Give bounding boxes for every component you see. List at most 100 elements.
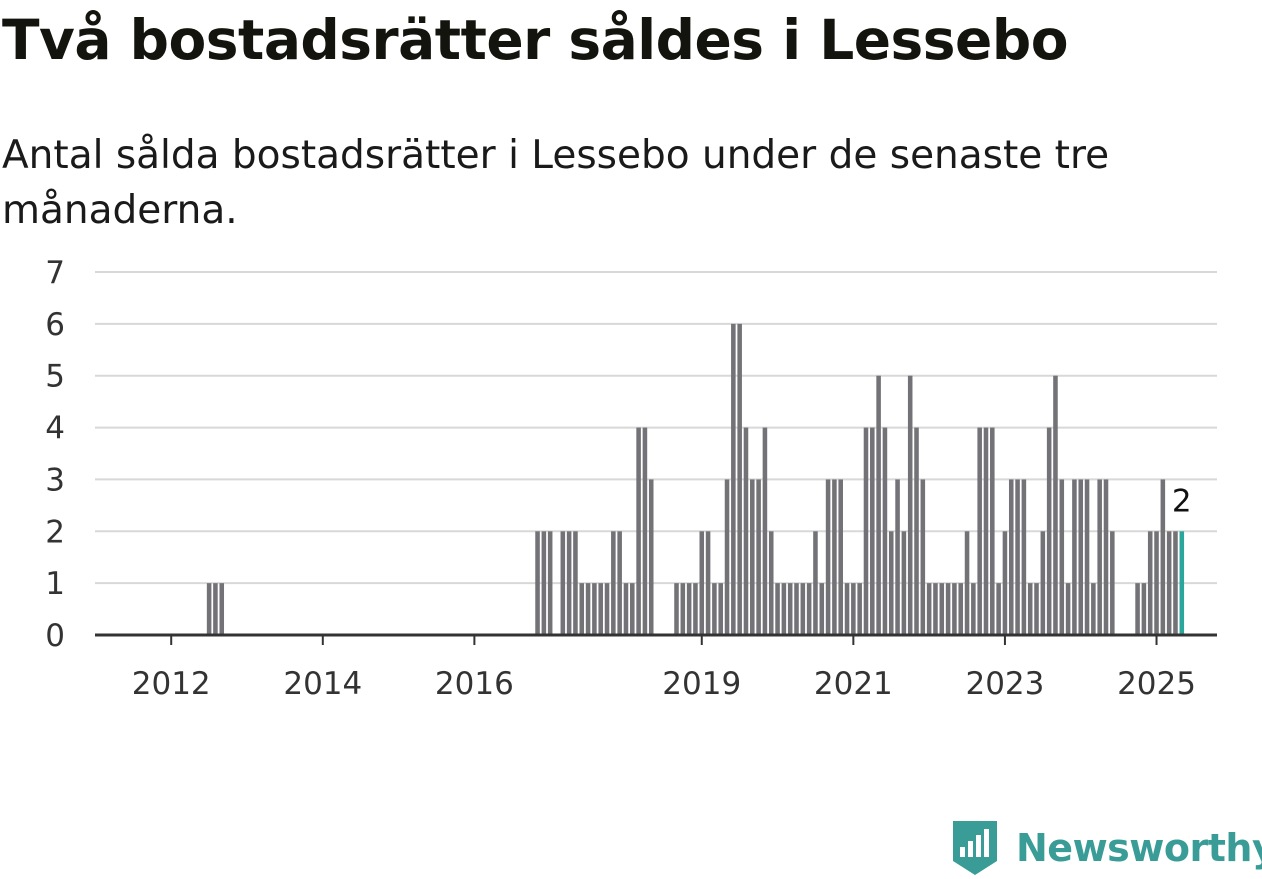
bar xyxy=(1091,583,1096,635)
y-axis-ticks: 0 1 2 3 4 5 6 7 xyxy=(45,255,65,654)
bar xyxy=(1173,531,1178,635)
bar xyxy=(914,427,919,635)
bar xyxy=(579,583,585,635)
bar xyxy=(838,479,843,635)
bars xyxy=(206,323,1185,635)
bar xyxy=(535,531,540,635)
newsworthy-logo-icon xyxy=(953,821,997,875)
y-tick-label: 5 xyxy=(45,359,65,395)
brand-name: Newsworthy xyxy=(1016,826,1262,870)
bar xyxy=(219,583,225,635)
bar xyxy=(686,583,692,635)
bar xyxy=(1078,479,1084,635)
x-tick-label: 2019 xyxy=(662,666,741,702)
bar xyxy=(876,375,881,635)
bar xyxy=(592,583,597,635)
bar xyxy=(870,427,875,635)
bar xyxy=(1034,583,1039,635)
bar xyxy=(1154,531,1159,635)
bar xyxy=(712,583,717,635)
bar xyxy=(819,583,825,635)
bar xyxy=(1084,479,1090,635)
bar xyxy=(920,479,926,635)
latest-value-label: 2 xyxy=(1172,483,1192,519)
bar xyxy=(888,531,894,635)
bar xyxy=(983,427,989,635)
bar xyxy=(971,583,976,635)
bar xyxy=(787,583,793,635)
chart-title: Två bostadsrätter såldes i Lessebo xyxy=(2,8,1068,72)
bar xyxy=(674,583,679,635)
bar xyxy=(598,583,603,635)
bar xyxy=(585,583,591,635)
bar xyxy=(705,531,711,635)
bar xyxy=(825,479,831,635)
bar xyxy=(731,323,736,635)
bar xyxy=(794,583,799,635)
bar xyxy=(907,375,913,635)
bar xyxy=(1141,583,1147,635)
bar xyxy=(724,479,730,635)
bar xyxy=(680,583,686,635)
bar xyxy=(882,427,888,635)
bar xyxy=(693,583,698,635)
bar xyxy=(844,583,850,635)
bar xyxy=(990,427,995,635)
bar xyxy=(750,479,755,635)
x-tick-label: 2012 xyxy=(132,666,211,702)
bar xyxy=(623,583,629,635)
bar xyxy=(863,427,869,635)
bar xyxy=(1008,479,1014,635)
bar xyxy=(743,427,749,635)
bar xyxy=(832,479,837,635)
bar xyxy=(1021,479,1027,635)
bar-latest xyxy=(1179,531,1185,635)
bar xyxy=(813,531,818,635)
bar xyxy=(1097,479,1102,635)
bar xyxy=(1065,583,1071,635)
bar xyxy=(213,583,218,635)
bar xyxy=(895,479,900,635)
bar xyxy=(806,583,812,635)
bar xyxy=(1040,531,1046,635)
bar xyxy=(768,531,774,635)
value-labels: 2 xyxy=(1172,483,1192,519)
bar xyxy=(1002,531,1008,635)
bar xyxy=(952,583,957,635)
bar xyxy=(945,583,951,635)
y-tick-label: 3 xyxy=(45,462,65,498)
bar xyxy=(566,531,572,635)
y-tick-label: 2 xyxy=(45,514,65,550)
bar xyxy=(781,583,787,635)
bar xyxy=(611,531,616,635)
x-axis-ticks: 2012 2014 2016 2019 2021 2023 2025 xyxy=(132,635,1196,702)
bar xyxy=(1110,531,1115,635)
bar xyxy=(964,531,970,635)
bar xyxy=(851,583,856,635)
bar xyxy=(630,583,635,635)
bar xyxy=(737,323,742,635)
x-tick-label: 2014 xyxy=(283,666,362,702)
bar xyxy=(718,583,723,635)
bar xyxy=(1072,479,1077,635)
bar xyxy=(1027,583,1033,635)
bar xyxy=(541,531,547,635)
bar xyxy=(206,583,212,635)
y-tick-label: 7 xyxy=(45,255,65,291)
bar xyxy=(1053,375,1058,635)
bar xyxy=(604,583,610,635)
chart-subtitle: Antal sålda bostadsrätter i Lessebo unde… xyxy=(2,133,1110,233)
bar xyxy=(617,531,622,635)
bar xyxy=(775,583,780,635)
bar xyxy=(1015,479,1020,635)
y-tick-label: 1 xyxy=(45,566,65,602)
x-tick-label: 2016 xyxy=(435,666,514,702)
bar xyxy=(1103,479,1109,635)
bar xyxy=(573,531,578,635)
bar xyxy=(926,583,932,635)
y-tick-label: 6 xyxy=(45,307,65,343)
bar xyxy=(636,427,641,635)
bar xyxy=(1166,531,1172,635)
bar xyxy=(642,427,648,635)
